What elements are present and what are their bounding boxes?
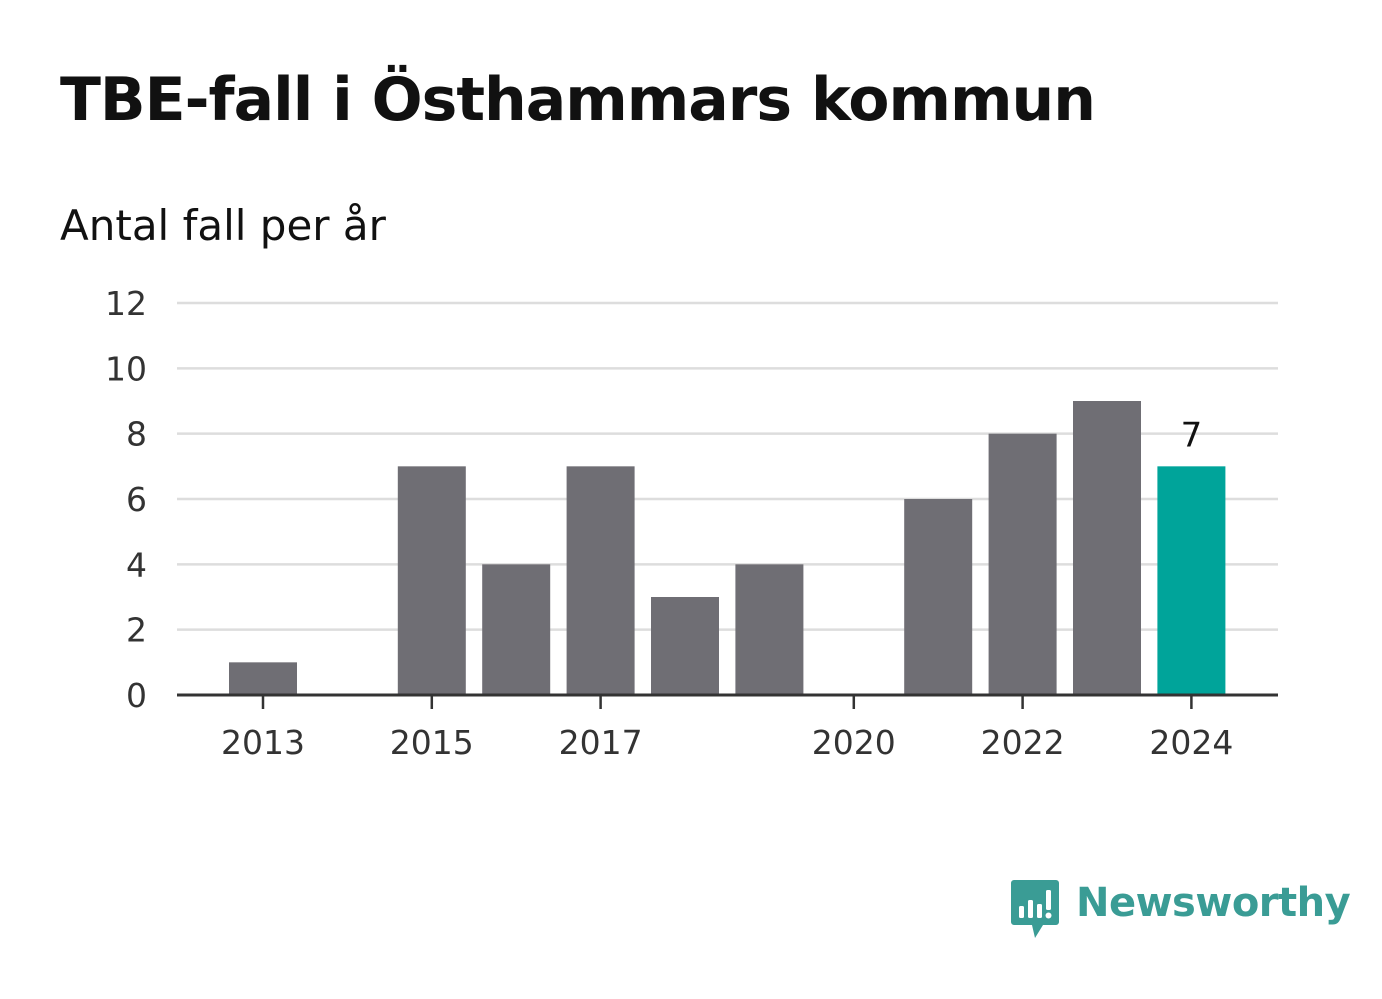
chart-subtitle: Antal fall per år — [60, 201, 386, 250]
x-axis-ticks: 2013 2015 2017 2020 2022 2024 — [221, 695, 1233, 762]
y-tick-label: 10 — [105, 349, 147, 388]
y-tick-label: 8 — [126, 415, 147, 454]
bar-2022 — [988, 433, 1057, 695]
x-tick-label: 2015 — [390, 723, 474, 762]
y-tick-label: 0 — [126, 676, 147, 715]
bar-2016 — [482, 564, 551, 695]
bar-2019 — [735, 564, 804, 695]
data-labels: 7 — [1181, 415, 1203, 455]
y-tick-label: 2 — [126, 611, 147, 650]
y-tick-label: 4 — [126, 545, 147, 584]
bar-2023 — [1073, 401, 1141, 695]
bar-2018 — [651, 597, 719, 695]
bar-2013 — [229, 662, 297, 695]
bar-2024 — [1157, 466, 1226, 695]
y-tick-label: 12 — [105, 284, 147, 323]
brand-name: Newsworthy — [1076, 880, 1351, 926]
y-tick-label: 6 — [126, 480, 147, 519]
x-tick-label: 2022 — [981, 723, 1065, 762]
x-tick-label: 2024 — [1149, 723, 1233, 762]
bars — [229, 401, 1226, 695]
bar-2017 — [566, 466, 635, 695]
newsworthy-logo: Newsworthy — [1010, 878, 1351, 942]
data-label-2024: 7 — [1181, 415, 1203, 455]
x-tick-label: 2017 — [559, 723, 643, 762]
bar-2015 — [397, 466, 466, 695]
bar-2021 — [904, 499, 973, 695]
y-axis-ticks: 0 2 4 6 8 10 12 — [105, 284, 147, 715]
chart-title: TBE-fall i Östhammars kommun — [60, 65, 1096, 135]
x-tick-label: 2020 — [812, 723, 896, 762]
newsworthy-chat-chart-icon — [1011, 880, 1059, 938]
x-tick-label: 2013 — [221, 723, 305, 762]
